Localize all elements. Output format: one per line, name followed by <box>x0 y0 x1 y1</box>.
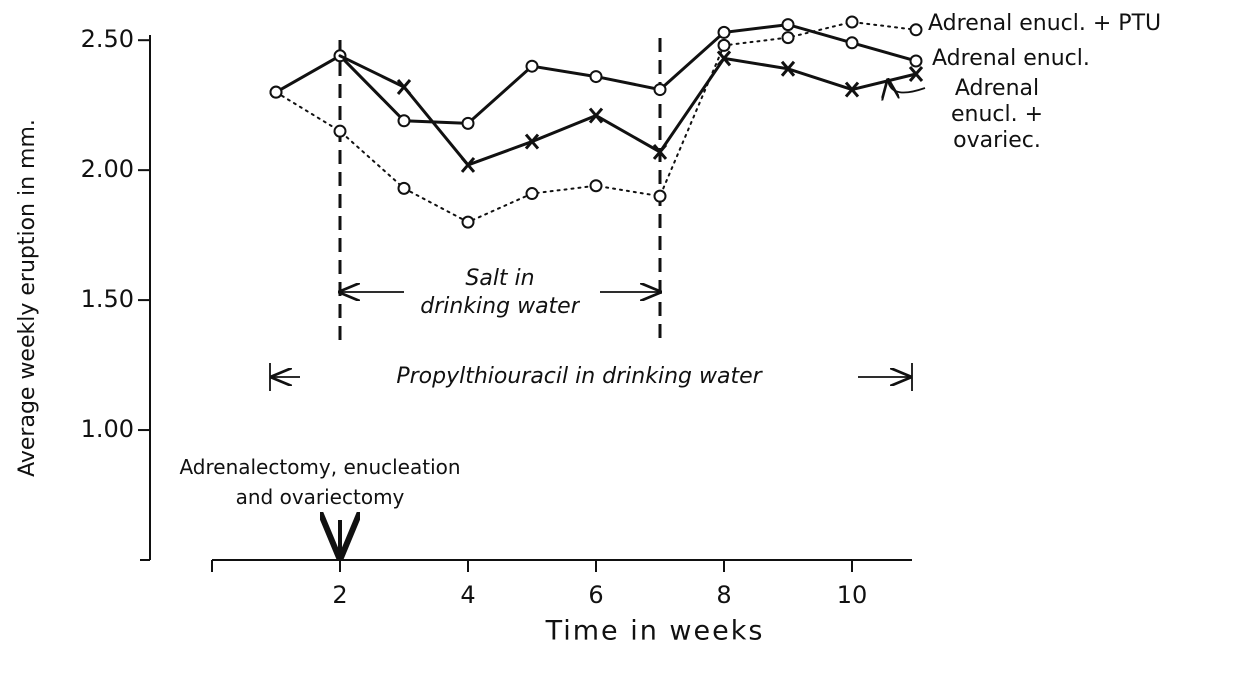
point <box>909 23 923 37</box>
point <box>717 25 731 39</box>
point <box>781 18 795 32</box>
point <box>525 187 539 201</box>
annotation: Salt in drinking water <box>420 266 580 319</box>
point <box>397 181 411 195</box>
x-tick-label: 10 <box>837 581 868 609</box>
point <box>588 107 604 124</box>
series-label: Adrenal enucl. <box>932 46 1090 71</box>
x-axis-title: Time in weeks <box>545 616 765 647</box>
point <box>780 60 796 77</box>
point <box>653 83 667 97</box>
point <box>333 124 347 138</box>
series-label: Adrenal enucl. + ovariec. <box>950 76 1044 153</box>
annotation: Propylthiouracil in drinking water <box>396 364 763 389</box>
point <box>269 85 283 99</box>
point <box>653 189 667 203</box>
annotation-box: Adrenalectomy, enucleation and ovariecto… <box>179 455 461 509</box>
x-tick-label: 8 <box>716 581 731 609</box>
point <box>525 59 539 73</box>
series-line <box>338 54 918 167</box>
series-label: Adrenal enucl. + PTU <box>928 11 1161 36</box>
x-tick-label: 4 <box>460 581 475 609</box>
annotation-box: Salt in drinking water <box>420 266 580 319</box>
y-axis-title: Average weekly eruption in mm. <box>15 119 40 477</box>
y-tick-label: 1.50 <box>81 285 134 313</box>
x-tick-label: 2 <box>332 581 347 609</box>
point <box>396 79 412 95</box>
point <box>589 70 603 84</box>
point <box>717 38 731 52</box>
point <box>844 81 860 98</box>
point <box>524 133 540 150</box>
y-tick-label: 2.50 <box>81 25 134 53</box>
point <box>461 116 475 130</box>
label-arrow <box>888 80 926 93</box>
point <box>716 50 732 67</box>
point <box>908 66 924 82</box>
point <box>652 143 668 160</box>
point <box>589 179 603 193</box>
point <box>460 156 476 173</box>
point <box>781 31 795 45</box>
point <box>845 15 859 29</box>
series-line <box>275 20 917 224</box>
point <box>397 114 411 128</box>
y-tick-label: 2.00 <box>81 155 134 183</box>
y-tick-label: 1.00 <box>81 415 134 443</box>
x-tick-label: 6 <box>588 581 603 609</box>
point <box>909 54 923 68</box>
point <box>845 36 859 50</box>
annotation: Adrenalectomy, enucleation and ovariecto… <box>179 455 461 509</box>
point <box>461 215 475 229</box>
